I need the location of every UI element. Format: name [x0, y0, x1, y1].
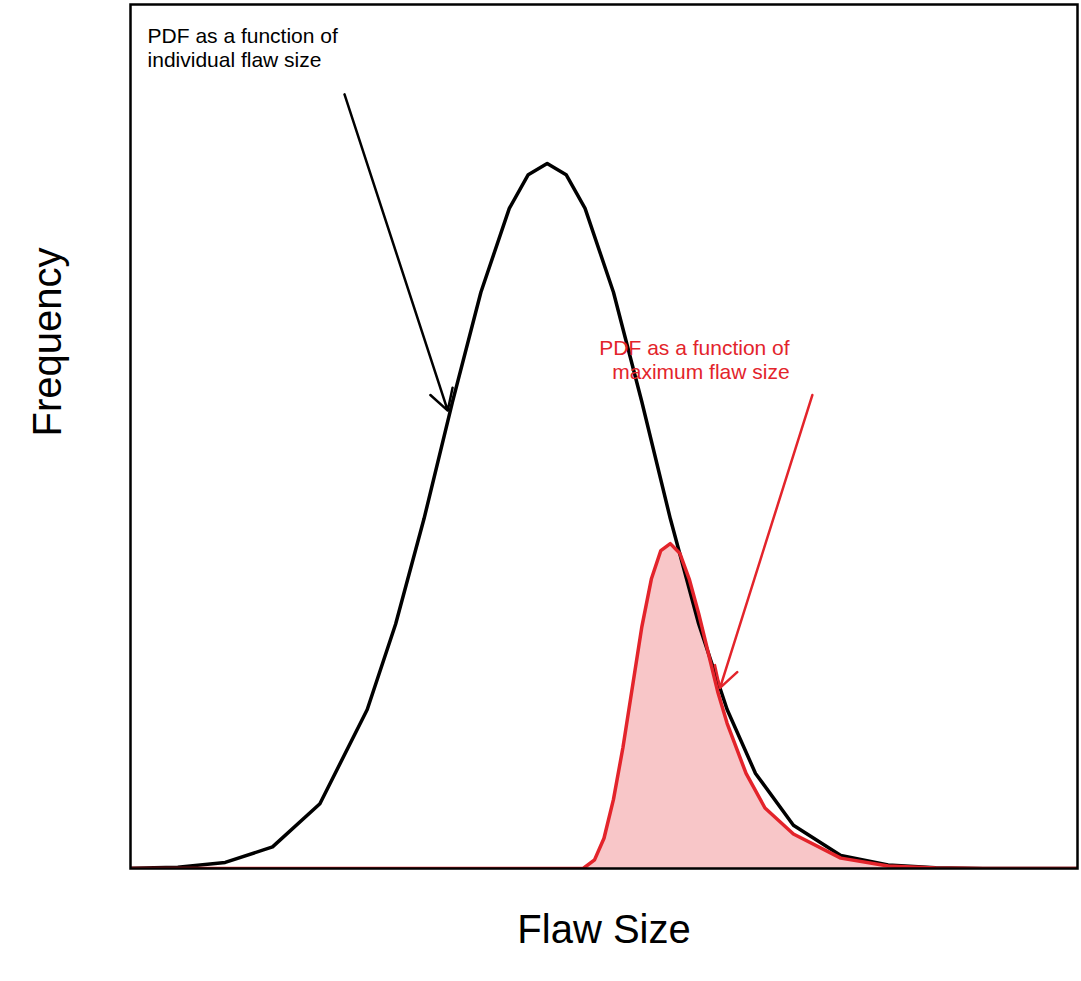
svg-text:PDF as a function ofindividual: PDF as a function ofindividual flaw size: [148, 24, 338, 71]
svg-text:PDF as a function ofmaximum fl: PDF as a function ofmaximum flaw size: [599, 336, 789, 383]
svg-text:Frequency: Frequency: [25, 248, 69, 437]
svg-text:Flaw Size: Flaw Size: [517, 907, 690, 951]
